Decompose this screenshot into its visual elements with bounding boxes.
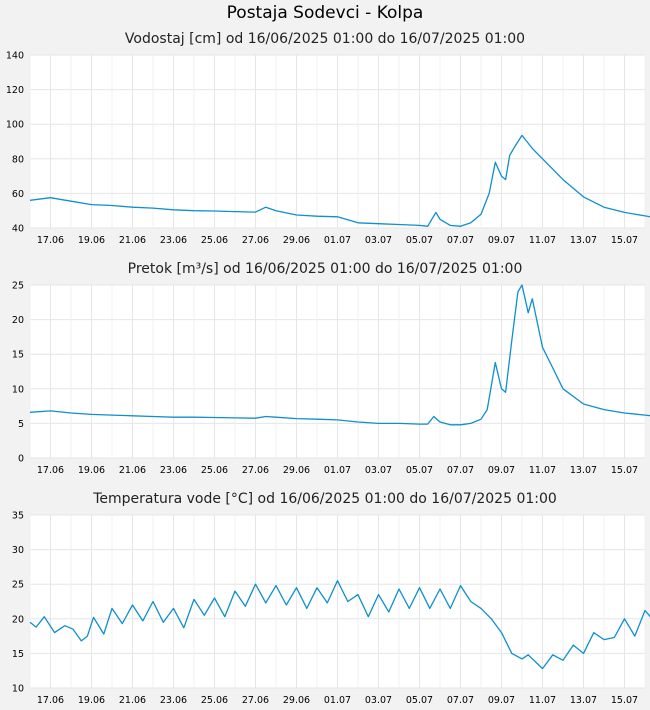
level-y-tick-label: 60 bbox=[12, 189, 24, 200]
flow-x-tick-label: 03.07 bbox=[365, 465, 392, 476]
flow-x-tick-label: 11.07 bbox=[529, 465, 556, 476]
flow-x-tick-label: 21.06 bbox=[119, 465, 146, 476]
temp-x-tick-label: 17.06 bbox=[37, 695, 64, 706]
temp-x-tick-label: 13.07 bbox=[570, 695, 597, 706]
level-x-tick-label: 17.06 bbox=[37, 235, 64, 246]
temp-x-tick-label: 03.07 bbox=[365, 695, 392, 706]
level-x-tick-label: 25.06 bbox=[201, 235, 228, 246]
flow-chart: 0 5 10 15 20 25 17.06 19.06 21.06 23.06 25.06 27.06… bbox=[12, 281, 650, 476]
level-chart: 40 60 80 100 120 140 17.06 19.06 21.06 23.06 25.06… bbox=[6, 51, 650, 246]
level-series-line bbox=[29, 134, 650, 227]
flow-x-tick-label: 01.07 bbox=[324, 465, 351, 476]
temp-y-tick-label: 10 bbox=[12, 684, 24, 695]
level-x-tick-label: 23.06 bbox=[160, 235, 187, 246]
temp-x-tick-label: 23.06 bbox=[160, 695, 187, 706]
flow-y-tick-label: 20 bbox=[12, 315, 24, 326]
temp-x-tick-label: 07.07 bbox=[447, 695, 474, 706]
temp-x-tick-label: 15.07 bbox=[611, 695, 638, 706]
flow-y-tick-label: 0 bbox=[18, 454, 24, 465]
flow-y-tick-label: 10 bbox=[12, 384, 24, 395]
temp-x-tick-label: 01.07 bbox=[324, 695, 351, 706]
flow-y-tick-label: 15 bbox=[12, 350, 24, 361]
level-y-tick-label: 40 bbox=[12, 224, 24, 235]
level-x-tick-label: 07.07 bbox=[447, 235, 474, 246]
flow-x-tick-label: 05.07 bbox=[406, 465, 433, 476]
temp-x-tick-label: 09.07 bbox=[488, 695, 515, 706]
level-y-tick-label: 140 bbox=[6, 51, 24, 62]
flow-x-tick-label: 09.07 bbox=[488, 465, 515, 476]
temp-y-tick-label: 15 bbox=[12, 649, 24, 660]
flow-x-tick-label: 29.06 bbox=[283, 465, 310, 476]
level-x-tick-label: 05.07 bbox=[406, 235, 433, 246]
temp-y-tick-label: 30 bbox=[12, 545, 24, 556]
flow-x-tick-label: 25.06 bbox=[201, 465, 228, 476]
flow-series-line bbox=[29, 284, 650, 426]
level-x-tick-label: 15.07 bbox=[611, 235, 638, 246]
level-x-tick-label: 09.07 bbox=[488, 235, 515, 246]
flow-y-tick-label: 5 bbox=[18, 419, 24, 430]
level-x-tick-label: 11.07 bbox=[529, 235, 556, 246]
flow-x-tick-label: 07.07 bbox=[447, 465, 474, 476]
temp-x-tick-label: 21.06 bbox=[119, 695, 146, 706]
temp-x-tick-label: 27.06 bbox=[242, 695, 269, 706]
temp-chart: 10 15 20 25 30 35 17.06 19.06 21.06 23.06 25.06 27.… bbox=[12, 511, 650, 706]
temp-x-tick-label: 11.07 bbox=[529, 695, 556, 706]
temp-x-tick-label: 25.06 bbox=[201, 695, 228, 706]
level-y-tick-label: 120 bbox=[6, 85, 24, 96]
temp-x-tick-label: 05.07 bbox=[406, 695, 433, 706]
level-y-tick-label: 100 bbox=[6, 120, 24, 131]
temp-chart-title: Temperatura vode [°C] od 16/06/2025 01:0… bbox=[93, 491, 557, 507]
flow-x-tick-label: 13.07 bbox=[570, 465, 597, 476]
flow-x-tick-label: 19.06 bbox=[78, 465, 105, 476]
level-x-tick-label: 21.06 bbox=[119, 235, 146, 246]
flow-x-tick-label: 15.07 bbox=[611, 465, 638, 476]
level-y-tick-label: 80 bbox=[12, 154, 24, 165]
temp-x-tick-label: 29.06 bbox=[283, 695, 310, 706]
page-title: Postaja Sodevci - Kolpa bbox=[226, 3, 424, 23]
flow-x-tick-label: 27.06 bbox=[242, 465, 269, 476]
flow-x-tick-label: 17.06 bbox=[37, 465, 64, 476]
level-x-tick-label: 27.06 bbox=[242, 235, 269, 246]
temp-x-tick-label: 19.06 bbox=[78, 695, 105, 706]
temp-y-tick-label: 25 bbox=[12, 580, 24, 591]
flow-x-tick-label: 23.06 bbox=[160, 465, 187, 476]
temp-series-line bbox=[29, 580, 650, 670]
temp-y-tick-label: 20 bbox=[12, 614, 24, 625]
level-x-tick-label: 03.07 bbox=[365, 235, 392, 246]
level-x-tick-label: 01.07 bbox=[324, 235, 351, 246]
flow-chart-title: Pretok [m³/s] od 16/06/2025 01:00 do 16/… bbox=[127, 261, 523, 277]
flow-y-tick-label: 25 bbox=[12, 281, 24, 292]
level-x-tick-label: 13.07 bbox=[570, 235, 597, 246]
level-chart-title: Vodostaj [cm] od 16/06/2025 01:00 do 16/… bbox=[124, 31, 526, 47]
temp-y-tick-label: 35 bbox=[12, 511, 24, 522]
level-x-tick-label: 29.06 bbox=[283, 235, 310, 246]
level-x-tick-label: 19.06 bbox=[78, 235, 105, 246]
